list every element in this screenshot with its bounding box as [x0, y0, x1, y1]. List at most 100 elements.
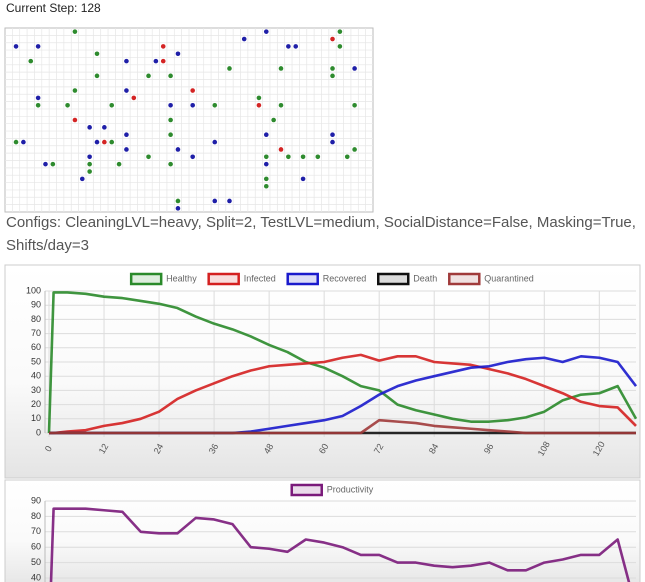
- agent: [131, 95, 137, 101]
- y-tick-label: 70: [31, 526, 41, 536]
- agent: [212, 102, 218, 108]
- y-tick-label: 0: [36, 427, 41, 437]
- chart-panel: [4, 264, 641, 479]
- x-tick-label: 72: [372, 442, 386, 456]
- agent: [344, 154, 350, 160]
- agent: [330, 73, 335, 79]
- agent: [263, 176, 269, 182]
- legend-swatch: [129, 272, 163, 286]
- agent: [286, 44, 291, 49]
- agent: [87, 161, 92, 167]
- sim-grid: [5, 28, 373, 212]
- agent: [227, 66, 232, 71]
- agent: [300, 154, 306, 160]
- y-tick-label: 20: [31, 399, 41, 409]
- step-label: Current Step: 128: [6, 1, 101, 15]
- agent: [278, 66, 284, 71]
- agent: [278, 102, 284, 108]
- y-tick-label: 50: [31, 557, 41, 567]
- agent: [94, 73, 100, 79]
- agent: [263, 183, 269, 189]
- agent: [168, 117, 173, 123]
- legend-swatch: [286, 272, 319, 286]
- agent: [146, 154, 151, 160]
- agent: [109, 139, 115, 145]
- agent: [102, 125, 107, 130]
- agent: [293, 44, 299, 49]
- agent: [168, 132, 173, 138]
- agent: [109, 102, 115, 108]
- agent: [87, 154, 92, 160]
- agent: [116, 161, 122, 167]
- agent: [263, 161, 269, 167]
- agent: [352, 66, 357, 71]
- legend-label: Healthy: [166, 273, 197, 283]
- agent: [72, 88, 78, 93]
- agent: [190, 88, 195, 93]
- legend-swatch: [448, 272, 481, 286]
- legend-swatch: [377, 272, 410, 286]
- agent: [153, 58, 159, 64]
- y-tick-label: 60: [31, 542, 41, 552]
- agent: [330, 66, 335, 71]
- agent: [175, 147, 181, 152]
- agent: [65, 102, 70, 108]
- agent: [72, 29, 78, 34]
- series-line: [47, 291, 638, 434]
- agent: [50, 161, 56, 167]
- agent: [175, 206, 181, 211]
- y-tick-label: 50: [31, 356, 41, 366]
- agent: [352, 102, 357, 108]
- agent: [271, 117, 276, 123]
- agent: [168, 102, 173, 108]
- agent: [28, 58, 34, 64]
- agent: [337, 44, 343, 49]
- configs-line: Configs: CleaningLVL=heavy, Split=2, Tes…: [6, 214, 636, 231]
- agent: [35, 102, 41, 108]
- agent: [212, 198, 218, 204]
- legend-label: Quarantined: [484, 273, 534, 283]
- y-tick-label: 40: [31, 572, 41, 582]
- agent: [124, 88, 129, 93]
- agent: [286, 154, 291, 160]
- agent: [94, 51, 100, 57]
- x-tick-label: 36: [207, 442, 221, 456]
- y-tick-label: 90: [31, 300, 41, 310]
- x-tick-label: 96: [482, 442, 496, 456]
- agent: [160, 44, 166, 49]
- agent: [241, 36, 247, 42]
- agent: [94, 139, 100, 145]
- agent: [190, 154, 195, 160]
- y-tick-label: 10: [31, 413, 41, 423]
- agent: [168, 73, 173, 79]
- legend: Healthy Infected Recovered Death Quarantined: [129, 272, 534, 286]
- agent: [256, 95, 262, 101]
- agent: [263, 154, 269, 160]
- agent: [35, 44, 41, 49]
- legend-swatch: [207, 272, 240, 286]
- agent: [337, 29, 343, 34]
- agent: [35, 95, 41, 101]
- agent: [43, 161, 48, 167]
- agent: [212, 139, 218, 145]
- legend-label: Death: [413, 273, 437, 283]
- x-tick-label: 84: [427, 442, 441, 456]
- agent: [13, 139, 19, 145]
- agent: [124, 58, 129, 64]
- series-line: [49, 353, 637, 435]
- agent: [263, 29, 269, 34]
- agent: [124, 132, 129, 138]
- x-tick-label: 0: [43, 444, 54, 453]
- agent: [300, 176, 306, 182]
- agent: [227, 198, 232, 204]
- y-tick-label: 100: [26, 285, 41, 295]
- legend-swatch: [290, 483, 323, 497]
- agent: [146, 73, 151, 79]
- y-tick-label: 70: [31, 328, 41, 338]
- chart-panel: [4, 479, 641, 582]
- agent: [160, 58, 166, 64]
- agent: [190, 102, 195, 108]
